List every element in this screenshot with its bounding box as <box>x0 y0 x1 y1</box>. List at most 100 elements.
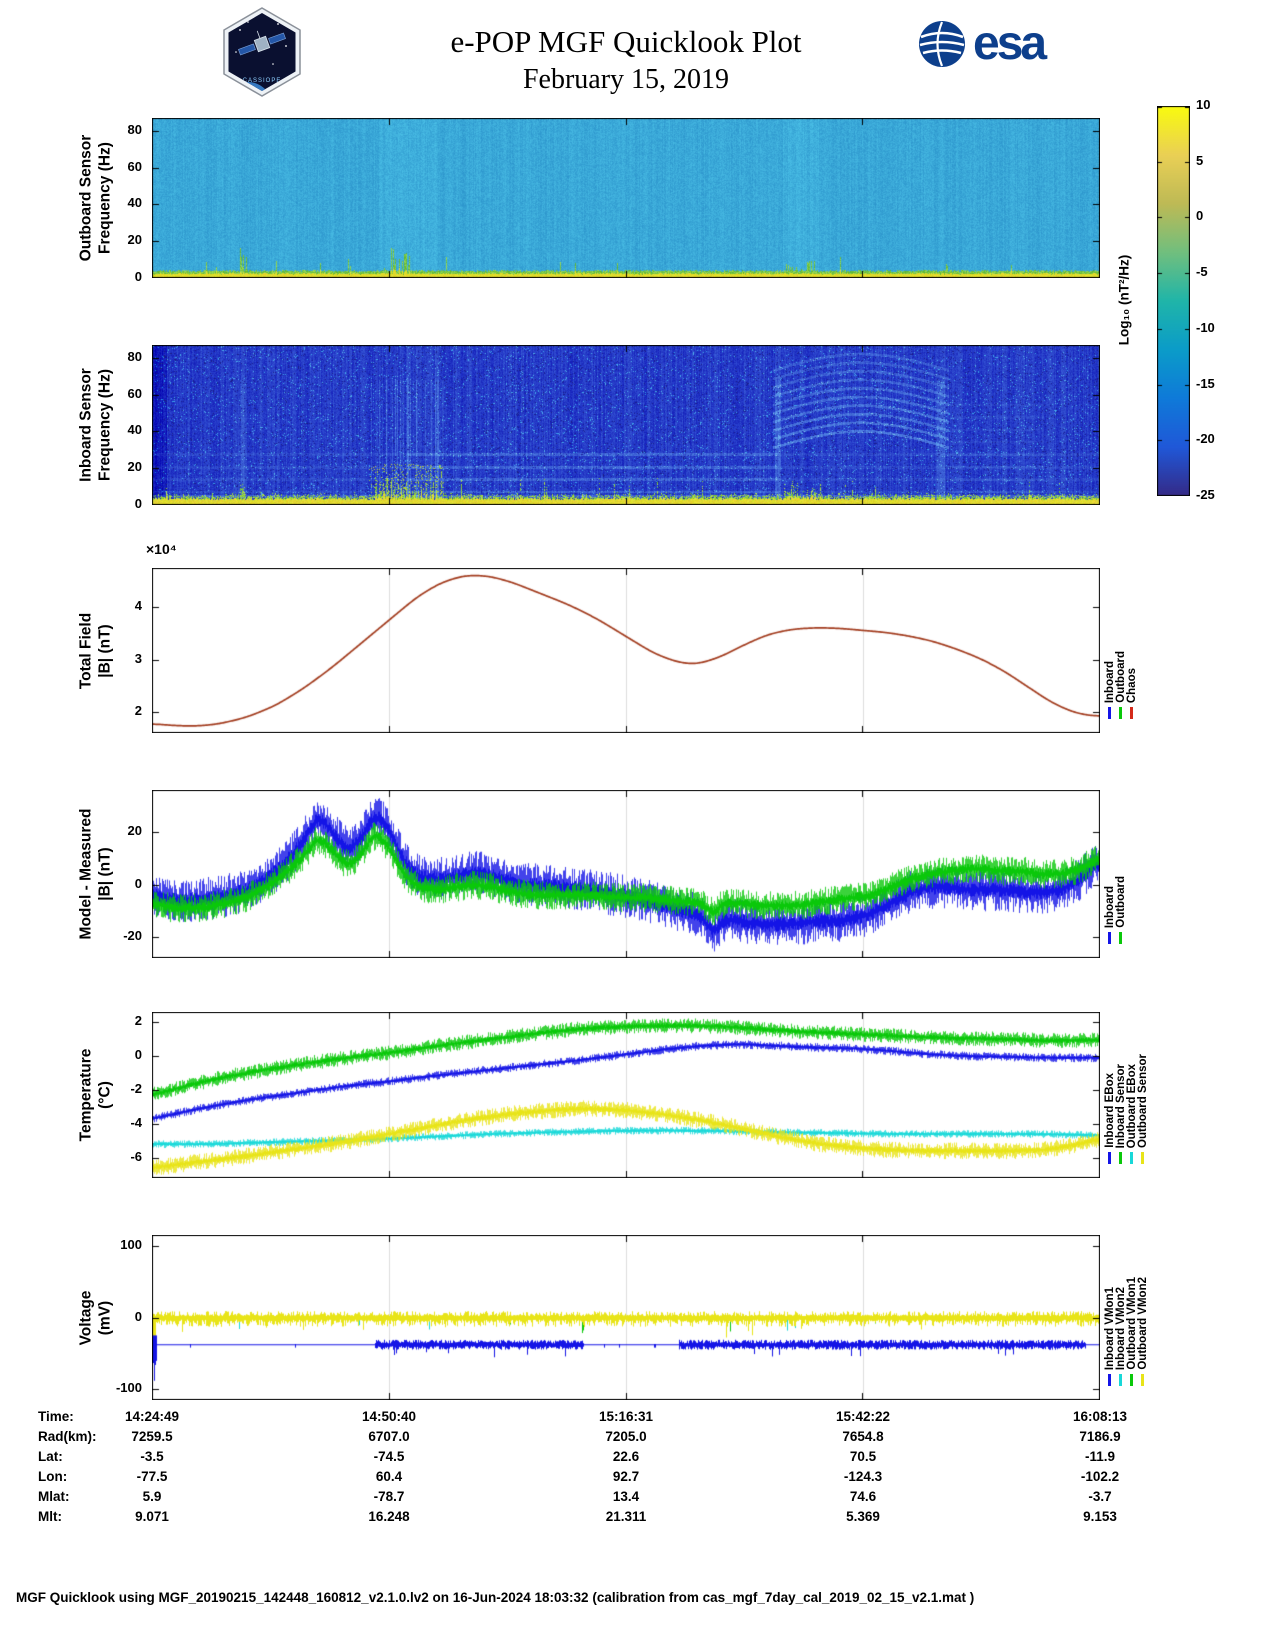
colorbar-tick-label: -10 <box>1196 319 1215 335</box>
legend-color-marker <box>1119 932 1122 944</box>
legend-entry: Inboard Sensor <box>1114 1012 1127 1148</box>
table-cell: 5.9 <box>142 1489 162 1504</box>
legend-label: Outboard VMon1 <box>1125 1277 1138 1370</box>
legend-entry: Inboard EBox <box>1103 1012 1116 1148</box>
legend-entry: Inboard <box>1103 790 1116 928</box>
y-tick-label: 80 <box>127 121 142 137</box>
table-cell: 7259.5 <box>131 1429 173 1444</box>
legend-color-marker <box>1141 1152 1144 1164</box>
legend-label: Inboard <box>1103 660 1116 703</box>
legend-label: Inboard <box>1103 885 1116 928</box>
y-tick-label: 0 <box>134 1047 142 1063</box>
table-cell: 13.4 <box>612 1489 640 1504</box>
legend-entry: Chaos <box>1126 568 1138 703</box>
colorbar-tick-label: -20 <box>1196 431 1215 447</box>
footer-text: MGF Quicklook using MGF_20190215_142448_… <box>16 1590 975 1605</box>
legend-entry: Outboard Sensor <box>1136 1012 1149 1148</box>
table-row-label: Time: <box>38 1409 74 1424</box>
table-row-label: Lon: <box>38 1469 68 1484</box>
table-cell: 16:08:13 <box>1072 1409 1128 1424</box>
legend-color-marker <box>1108 1152 1111 1164</box>
table-cell: 7654.8 <box>842 1429 884 1444</box>
legend-label: Outboard <box>1114 876 1127 928</box>
y-tick-label: 40 <box>127 422 142 438</box>
table-cell: -78.7 <box>373 1489 405 1504</box>
colorbar-title: Log₁₀ (nT²/Hz) <box>1116 254 1132 346</box>
legend-label: Outboard VMon2 <box>1136 1277 1149 1370</box>
legend-color-marker <box>1141 1374 1144 1386</box>
satellite-graphic <box>238 30 286 56</box>
colorbar-tick-label: 10 <box>1196 97 1211 112</box>
y-tick-label: 0 <box>134 875 142 891</box>
table-cell: -3.5 <box>140 1449 164 1464</box>
table-cell: 7205.0 <box>605 1429 647 1444</box>
legend-color-marker <box>1130 707 1133 719</box>
plot-title: e-POP MGF Quicklook Plot <box>450 24 802 59</box>
table-cell: -124.3 <box>843 1469 883 1484</box>
legend-entry: Outboard <box>1114 568 1127 703</box>
y-tick-label: 20 <box>127 459 142 475</box>
esa-logo: esa <box>916 18 1047 70</box>
legend-entry: Outboard VMon2 <box>1136 1235 1149 1370</box>
table-cell: 70.5 <box>849 1449 877 1464</box>
table-cell: 60.4 <box>375 1469 403 1484</box>
y-tick-label: 2 <box>134 1013 142 1029</box>
y-tick-label: 4 <box>134 598 142 614</box>
table-cell: -77.5 <box>136 1469 168 1484</box>
colorbar-tick-label: -25 <box>1196 487 1215 502</box>
legend-entry: Inboard VMon1 <box>1103 1235 1116 1370</box>
legend-label: Inboard VMon2 <box>1114 1286 1127 1370</box>
y-tick-label: 0 <box>134 496 142 511</box>
legend-entry: Outboard <box>1114 790 1127 928</box>
table-cell: 14:50:40 <box>361 1409 417 1424</box>
mission-logo-text: CASSIOPE <box>243 78 282 84</box>
legend-color-marker <box>1119 1374 1122 1386</box>
legend-label: Inboard Sensor <box>1114 1063 1127 1148</box>
y-tick-label: 3 <box>134 650 142 666</box>
table-cell: 7186.9 <box>1079 1429 1121 1444</box>
table-cell: -74.5 <box>373 1449 405 1464</box>
y-tick-label: -2 <box>130 1080 142 1096</box>
legend-color-marker <box>1119 1152 1122 1164</box>
y-tick-label: 60 <box>127 385 142 401</box>
total-field-canvas <box>152 568 1100 733</box>
table-cell: 15:16:31 <box>598 1409 654 1424</box>
table-cell: 22.6 <box>612 1449 640 1464</box>
colorbar-canvas <box>1157 106 1190 496</box>
legend-entry: Inboard VMon2 <box>1114 1235 1127 1370</box>
table-row-label: Mlt: <box>38 1509 62 1524</box>
legend-entry: Outboard EBox <box>1125 1012 1138 1148</box>
y-tick-label: -6 <box>130 1148 142 1164</box>
voltage-canvas <box>152 1235 1100 1400</box>
table-row-label: Mlat: <box>38 1489 70 1504</box>
colorbar-tick-label: 5 <box>1196 152 1204 168</box>
model-measured-canvas <box>152 790 1100 958</box>
patch-background <box>228 13 296 91</box>
legend-label: Outboard Sensor <box>1136 1054 1149 1148</box>
y-tick-label: 20 <box>127 232 142 248</box>
y-axis-exponent: ×10⁴ <box>146 541 177 557</box>
legend-label: Inboard VMon1 <box>1103 1286 1116 1370</box>
y-tick-label: 80 <box>127 348 142 364</box>
temperature-canvas <box>152 1012 1100 1178</box>
legend-color-marker <box>1108 1374 1111 1386</box>
esa-globe-icon <box>919 21 965 67</box>
legend-entry: Inboard <box>1103 568 1116 703</box>
table-cell: 9.153 <box>1083 1509 1117 1524</box>
y-tick-label: 100 <box>120 1236 142 1252</box>
legend-label: Outboard <box>1114 651 1127 703</box>
legend-label: Inboard EBox <box>1103 1073 1116 1148</box>
table-cell: 16.248 <box>368 1509 410 1524</box>
colorbar-tick-label: -15 <box>1196 375 1215 391</box>
table-cell: 74.6 <box>849 1489 877 1504</box>
legend-label: Outboard EBox <box>1125 1063 1138 1148</box>
y-tick-label: 20 <box>127 823 142 838</box>
y-tick-label: 0 <box>134 269 142 284</box>
outboard-spectrogram-canvas <box>152 118 1100 278</box>
table-cell: 9.071 <box>135 1509 169 1524</box>
table-cell: 5.369 <box>846 1509 880 1524</box>
y-tick-label: 40 <box>127 195 142 211</box>
y-tick-label: 0 <box>134 1308 142 1324</box>
table-row-label: Rad(km): <box>38 1429 97 1444</box>
